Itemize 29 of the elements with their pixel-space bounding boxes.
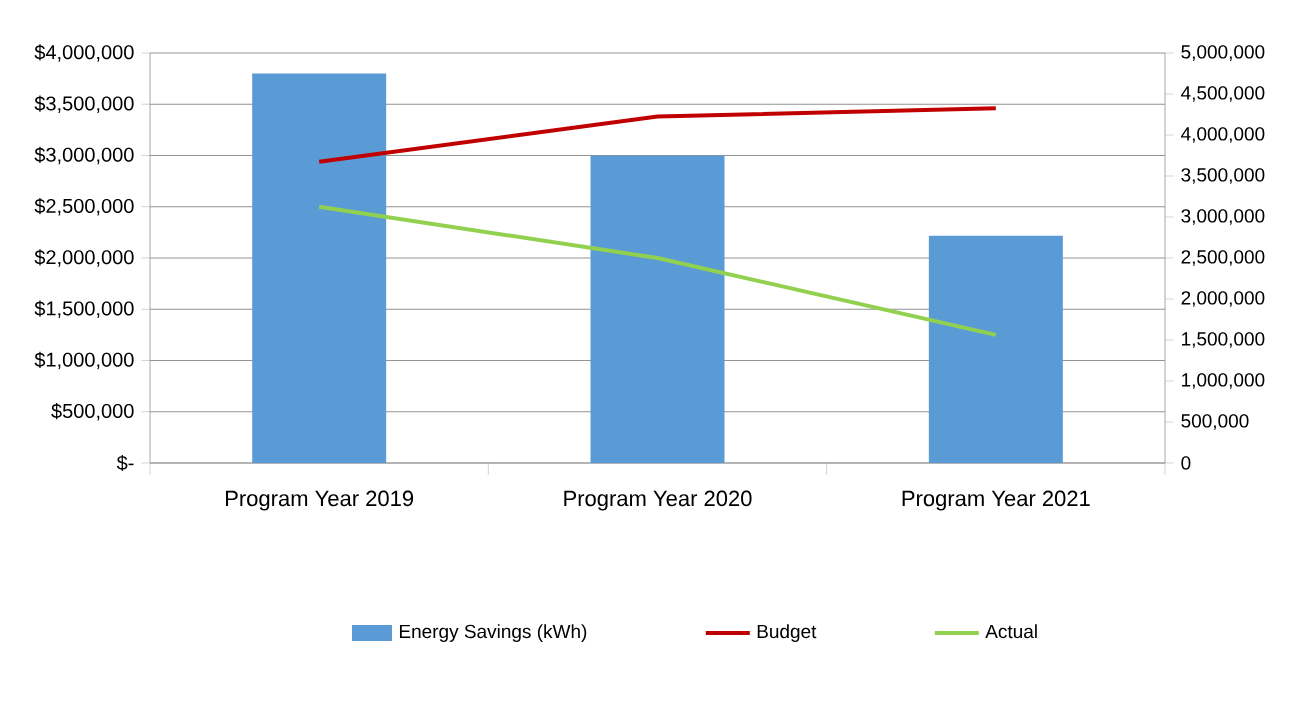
y-tick-label: $1,000,000	[34, 351, 134, 370]
x-tick-label: Program Year 2021	[902, 490, 1090, 511]
x-tick-label: Program Year 2019	[226, 490, 414, 511]
y2-tick-label: 3,500,000	[1181, 168, 1265, 184]
y-tick-label: $2,500,000	[34, 198, 134, 216]
legend-label: Actual	[985, 624, 1037, 639]
y2-tick-label: 2,500,000	[1181, 250, 1265, 266]
y2-tick-label: 1,500,000	[1182, 332, 1265, 348]
y2-tick-label: 4,500,000	[1181, 86, 1265, 102]
y-tick-label: $4,000,000	[34, 44, 134, 62]
bar	[252, 73, 387, 463]
y-tick-label: $500,000	[51, 403, 134, 421]
y-tick-label: $2,000,000	[34, 249, 134, 267]
y-tick-label: $3,000,000	[34, 146, 134, 165]
y2-tick-label: 1,000,000	[1182, 373, 1265, 389]
legend-label: Energy Savings (kWh)	[399, 624, 587, 642]
y-tick-label: $1,500,000	[34, 300, 134, 318]
y2-tick-label: 3,000,000	[1181, 209, 1265, 225]
y2-tick-label: 4,000,000	[1181, 127, 1265, 143]
y2-tick-label: 2,000,000	[1181, 291, 1265, 307]
y2-tick-label: 0	[1181, 456, 1191, 470]
bar	[928, 235, 1063, 463]
x-tick-label: Program Year 2020	[564, 490, 752, 511]
y2-tick-label: 5,000,000	[1181, 45, 1265, 61]
y2-tick-label: 500,000	[1181, 414, 1249, 430]
y-tick-label: $-	[116, 454, 134, 472]
legend-label: Budget	[757, 624, 817, 642]
bar	[590, 155, 725, 463]
y-tick-label: $3,500,000	[34, 95, 134, 113]
